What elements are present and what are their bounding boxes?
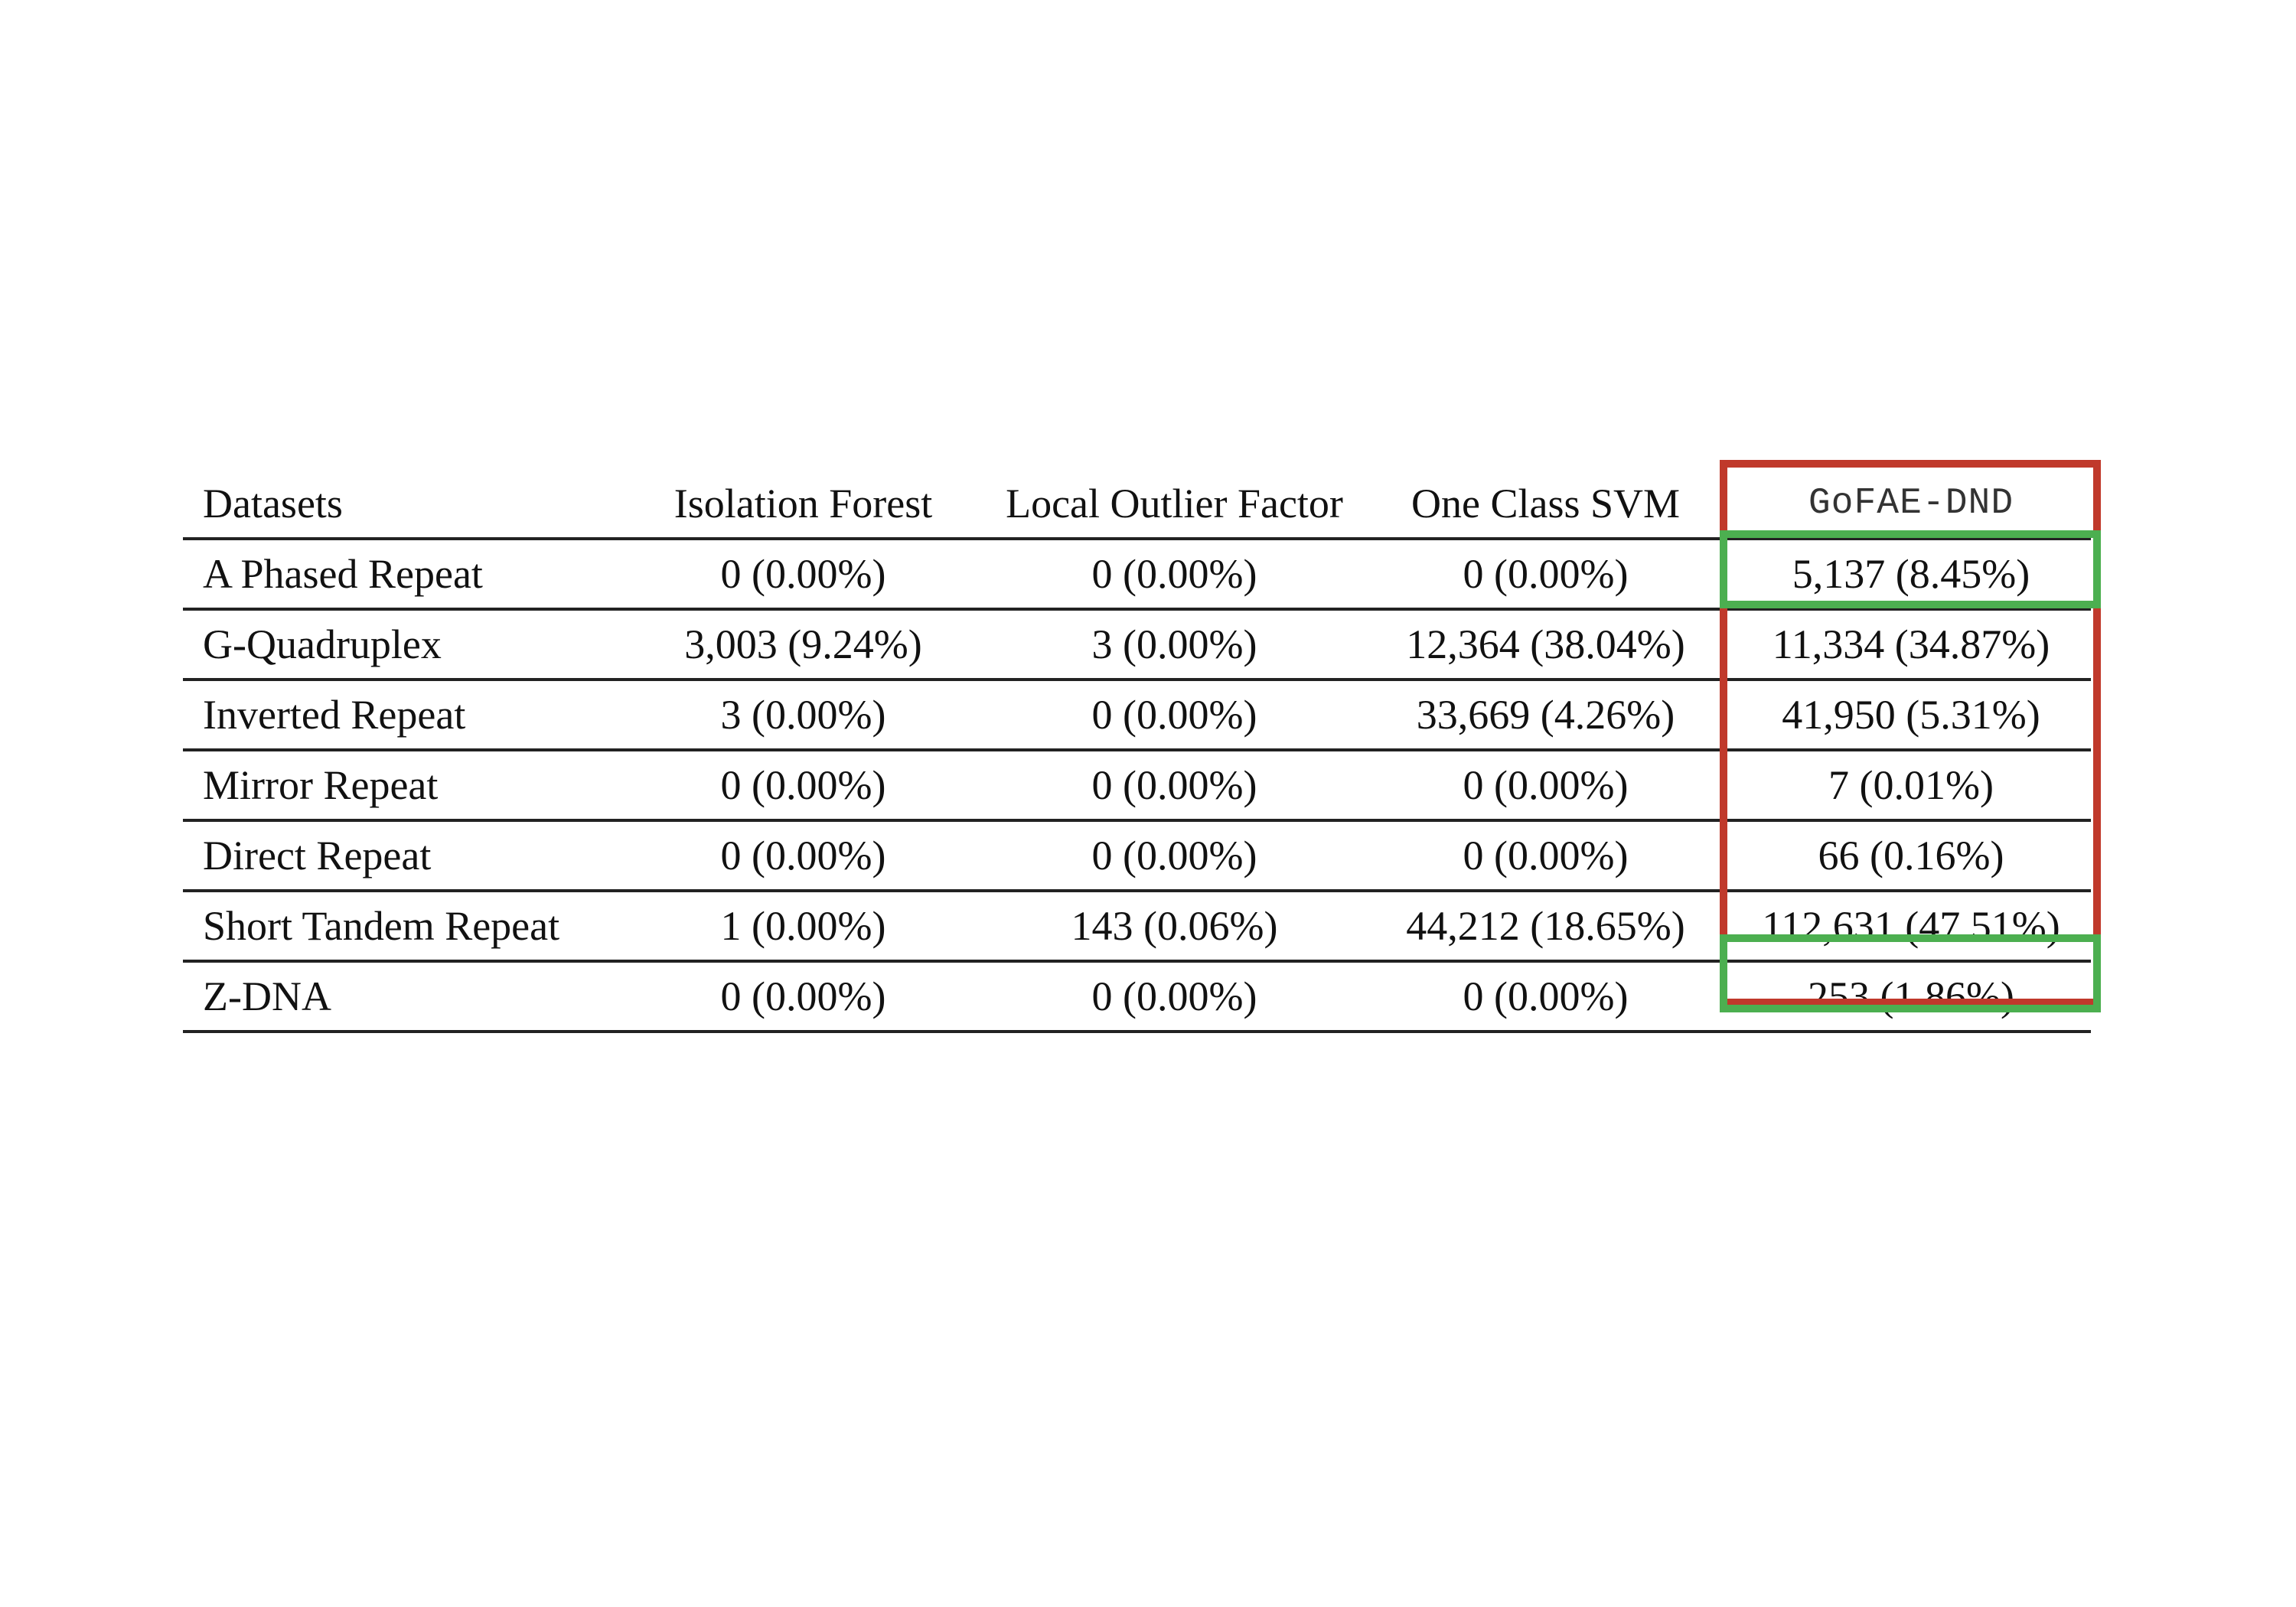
gofae-dnd-value: 41,950 (5.31%) [1731, 680, 2091, 751]
table-row: G-Quadruplex 3,003 (9.24%) 3 (0.00%) 12,… [183, 609, 2091, 681]
dataset-name: Mirror Repeat [183, 750, 618, 822]
table-row: Inverted Repeat 3 (0.00%) 0 (0.00%) 33,6… [183, 680, 2091, 751]
local-outlier-factor-value: 0 (0.00%) [989, 961, 1360, 1033]
table-row: Direct Repeat 0 (0.00%) 0 (0.00%) 0 (0.0… [183, 820, 2091, 892]
results-table: Datasets Isolation Forest Local Outlier … [183, 470, 2091, 1033]
table-row: A Phased Repeat 0 (0.00%) 0 (0.00%) 0 (0… [183, 539, 2091, 611]
one-class-svm-value: 0 (0.00%) [1360, 750, 1731, 822]
local-outlier-factor-value: 0 (0.00%) [989, 820, 1360, 892]
gofae-dnd-value: 5,137 (8.45%) [1731, 539, 2091, 611]
dataset-name: G-Quadruplex [183, 609, 618, 681]
gofae-dnd-value: 11,334 (34.87%) [1731, 609, 2091, 681]
dataset-name: Z-DNA [183, 961, 618, 1033]
one-class-svm-value: 44,212 (18.65%) [1360, 891, 1731, 963]
table-row: Z-DNA 0 (0.00%) 0 (0.00%) 0 (0.00%) 253 … [183, 961, 2091, 1033]
table-row: Mirror Repeat 0 (0.00%) 0 (0.00%) 0 (0.0… [183, 750, 2091, 822]
one-class-svm-value: 0 (0.00%) [1360, 961, 1731, 1033]
local-outlier-factor-value: 0 (0.00%) [989, 750, 1360, 822]
isolation-forest-value: 0 (0.00%) [618, 820, 989, 892]
one-class-svm-value: 0 (0.00%) [1360, 539, 1731, 611]
dataset-name: Inverted Repeat [183, 680, 618, 751]
header-gofae-dnd: GoFAE-DND [1731, 470, 2091, 540]
gofae-dnd-value: 253 (1.86%) [1731, 961, 2091, 1033]
isolation-forest-value: 3 (0.00%) [618, 680, 989, 751]
gofae-dnd-value: 66 (0.16%) [1731, 820, 2091, 892]
dataset-name: A Phased Repeat [183, 539, 618, 611]
isolation-forest-value: 0 (0.00%) [618, 961, 989, 1033]
dataset-name: Short Tandem Repeat [183, 891, 618, 963]
local-outlier-factor-value: 0 (0.00%) [989, 680, 1360, 751]
dataset-name: Direct Repeat [183, 820, 618, 892]
table-row: Short Tandem Repeat 1 (0.00%) 143 (0.06%… [183, 891, 2091, 963]
isolation-forest-value: 0 (0.00%) [618, 750, 989, 822]
gofae-dnd-value: 112,631 (47.51%) [1731, 891, 2091, 963]
local-outlier-factor-value: 143 (0.06%) [989, 891, 1360, 963]
one-class-svm-value: 33,669 (4.26%) [1360, 680, 1731, 751]
table-header-row: Datasets Isolation Forest Local Outlier … [183, 470, 2091, 540]
gofae-dnd-value: 7 (0.01%) [1731, 750, 2091, 822]
local-outlier-factor-value: 3 (0.00%) [989, 609, 1360, 681]
header-local-outlier-factor: Local Outlier Factor [989, 470, 1360, 540]
header-isolation-forest: Isolation Forest [618, 470, 989, 540]
isolation-forest-value: 1 (0.00%) [618, 891, 989, 963]
one-class-svm-value: 12,364 (38.04%) [1360, 609, 1731, 681]
header-datasets: Datasets [183, 470, 618, 540]
isolation-forest-value: 3,003 (9.24%) [618, 609, 989, 681]
isolation-forest-value: 0 (0.00%) [618, 539, 989, 611]
one-class-svm-value: 0 (0.00%) [1360, 820, 1731, 892]
header-one-class-svm: One Class SVM [1360, 470, 1731, 540]
local-outlier-factor-value: 0 (0.00%) [989, 539, 1360, 611]
